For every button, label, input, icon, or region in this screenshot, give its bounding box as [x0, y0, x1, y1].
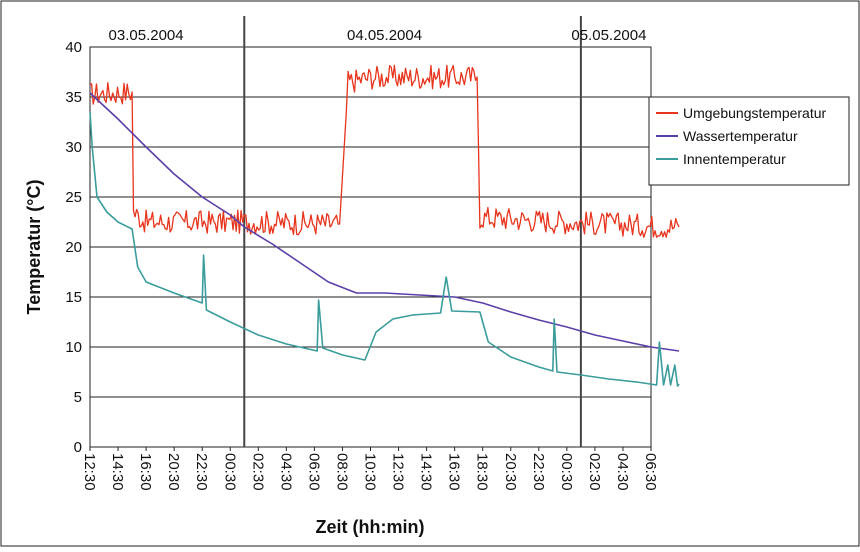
y-tick-label: 25 — [65, 189, 82, 206]
y-tick-label: 20 — [65, 239, 82, 256]
series-line — [89, 92, 680, 352]
y-tick-labels: 0 5 10 15 20 25 30 35 40 — [65, 39, 82, 456]
x-tick-label: 22:30 — [530, 453, 547, 491]
x-tick-label: 06:30 — [642, 453, 659, 491]
x-axis-title: Zeit (hh:min) — [316, 517, 425, 537]
x-tick-label: 00:30 — [558, 453, 575, 491]
x-tick-label: 10:30 — [362, 453, 379, 491]
x-tick-label: 08:30 — [333, 453, 350, 491]
legend-box — [648, 96, 850, 186]
y-tick-label: 15 — [65, 289, 82, 306]
x-tick-label: 22:30 — [193, 453, 210, 491]
legend-label: Innentemperatur — [683, 151, 786, 167]
x-tick-labels: 12:30 14:30 16:30 20:30 22:30 00:30 02:30 04:30… — [81, 447, 659, 491]
x-tick-label: 12:30 — [390, 453, 407, 491]
y-tick-label: 0 — [74, 439, 82, 456]
series-layer — [89, 64, 680, 387]
x-tick-label: 20:30 — [502, 453, 519, 491]
x-tick-label: 16:30 — [137, 453, 154, 491]
x-tick-label: 04:30 — [277, 453, 294, 491]
x-tick-label: 02:30 — [586, 453, 603, 491]
x-tick-label: 14:30 — [109, 453, 126, 491]
x-tick-label: 18:30 — [474, 453, 491, 491]
series-line — [89, 64, 680, 238]
date-label: 04.05.2004 — [347, 27, 422, 44]
legend: Umgebungstemperatur Wassertemperatur Innen… — [648, 96, 850, 186]
x-tick-label: 02:30 — [249, 453, 266, 491]
x-tick-label: 16:30 — [446, 453, 463, 491]
date-labels: 03.05.2004 04.05.2004 05.05.2004 — [109, 27, 647, 44]
legend-label: Umgebungstemperatur — [683, 105, 827, 121]
y-tick-label: 5 — [74, 389, 82, 406]
date-label: 05.05.2004 — [571, 27, 646, 44]
x-tick-label: 14:30 — [418, 453, 435, 491]
y-tick-label: 10 — [65, 339, 82, 356]
series-line — [89, 111, 680, 387]
y-tick-label: 35 — [65, 89, 82, 106]
y-tick-label: 30 — [65, 139, 82, 156]
x-tick-label: 04:30 — [614, 453, 631, 491]
x-tick-label: 20:30 — [165, 453, 182, 491]
legend-label: Wassertemperatur — [683, 128, 798, 144]
y-axis-title: Temperatur (°C) — [24, 180, 44, 315]
date-label: 03.05.2004 — [109, 27, 184, 44]
x-tick-label: 12:30 — [81, 453, 98, 491]
y-tick-label: 40 — [65, 39, 82, 56]
x-tick-label: 06:30 — [305, 453, 322, 491]
x-tick-label: 00:30 — [221, 453, 238, 491]
